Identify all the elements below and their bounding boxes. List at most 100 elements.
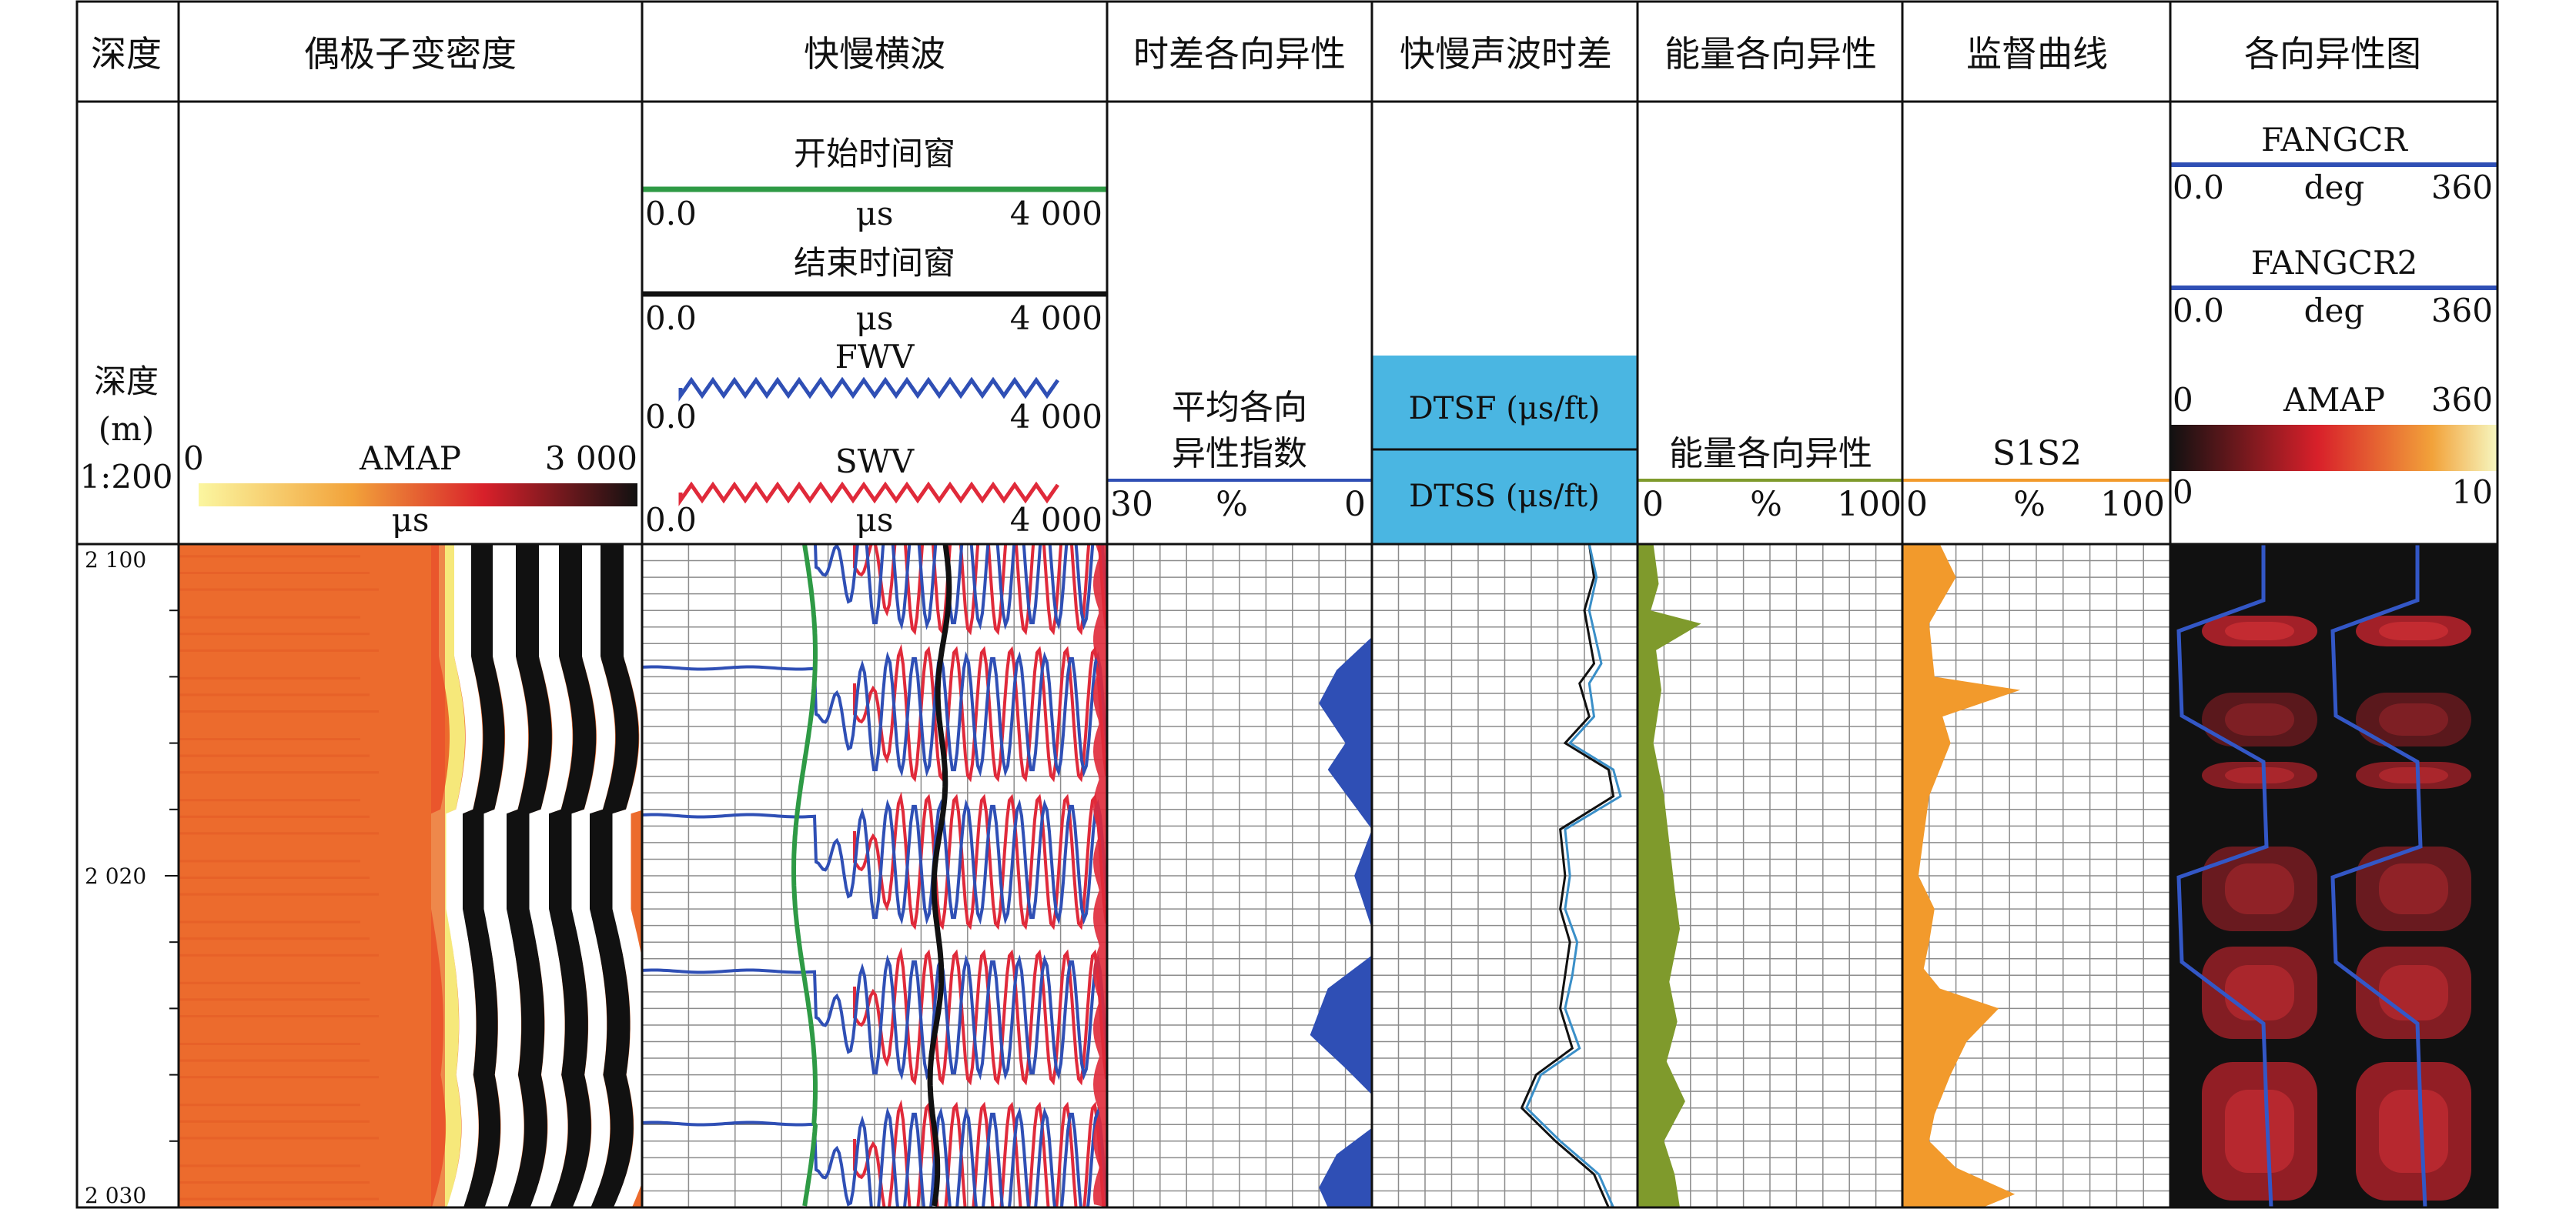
dipole-streak: [179, 1076, 379, 1079]
fwv-waveform: [642, 1107, 1107, 1208]
map-blob-core: [2225, 1090, 2294, 1173]
map-blob-core: [2225, 965, 2294, 1020]
shear-waveforms: [642, 544, 1107, 1208]
map-blob: [2356, 762, 2471, 789]
map-blob: [2356, 847, 2471, 931]
dipole-streak: [179, 860, 360, 863]
dipole-min: 0: [183, 439, 204, 477]
fangcr-curve: [2176, 544, 2273, 1208]
fangcr2-name: FANGCR2: [2251, 244, 2418, 282]
header-monitor: 监督曲线: [1966, 33, 2108, 75]
swv-edge-fill: [1093, 544, 1107, 1207]
depth-axis: 2 100 2 020 2 030: [85, 543, 179, 1208]
energy-fill: [1638, 544, 1701, 1207]
frame: [75, 0, 2499, 1209]
time-aniso-min: 30: [1110, 485, 1153, 524]
shear-start-unit: μs: [856, 195, 894, 232]
aniso-map-image: [2170, 544, 2497, 1208]
shear-start-max: 4 000: [1010, 195, 1102, 232]
map-blob-core: [2379, 703, 2448, 736]
map-blob: [2202, 1062, 2317, 1201]
shear-end-min: 0.0: [645, 299, 697, 337]
map-blob-core: [2225, 703, 2294, 736]
energy-unit: %: [1750, 485, 1782, 524]
time-aniso-name-1: 平均各向: [1172, 388, 1307, 427]
dipole-streak: [179, 1043, 360, 1045]
dtss-label: DTSS (μs/ft): [1409, 479, 1600, 514]
dipole-streak: [179, 1120, 370, 1123]
dipole-streak: [179, 588, 379, 591]
shear-fwv-name: FWV: [835, 338, 915, 376]
dtss-curve: [1524, 543, 1622, 1208]
fwv-waveform: [642, 651, 1107, 777]
monitor-grid: [1902, 544, 2170, 1207]
header-energy: 能量各向异性: [1664, 33, 1877, 75]
fangcr-max: 360: [2431, 169, 2493, 206]
time-aniso-grid: [1107, 544, 1372, 1207]
energy-legend: 能量各向异性 0 % 100: [1638, 434, 1902, 524]
header-time-aniso: 时差各向异性: [1133, 33, 1346, 75]
dipole-edge: [431, 544, 445, 1207]
header-depth: 深度: [91, 33, 162, 75]
slowness-legend: DTSF (μs/ft) DTSS (μs/ft): [1372, 356, 1638, 544]
dipole-streak: [179, 754, 370, 757]
dipole-streak: [179, 1104, 360, 1107]
fangcr2-curve: [2330, 544, 2427, 1208]
map-blob: [2356, 1062, 2471, 1201]
dipole-streak: [179, 1137, 379, 1140]
map-blob-core: [2379, 1090, 2448, 1173]
depth-unit: (m): [99, 410, 155, 448]
fangcr-unit: deg: [2304, 169, 2365, 206]
dipole-streak: [179, 633, 370, 636]
map-blob: [2202, 947, 2317, 1039]
fwv-waveform: [642, 799, 1107, 925]
dipole-streak: [179, 954, 379, 957]
dipole-band: [507, 544, 552, 1207]
dipole-streak: [179, 649, 379, 652]
dipole-max: 3 000: [545, 439, 637, 477]
fwv-waveform: [642, 954, 1107, 1080]
dipole-streak: [179, 1181, 370, 1184]
fangcr-name: FANGCR: [2261, 121, 2408, 159]
end-window-curve: [927, 544, 952, 1207]
header-slowness: 快慢声波时差: [1400, 33, 1612, 75]
dipole-colorbar: [199, 483, 637, 506]
fangcr-min: 0.0: [2173, 169, 2224, 206]
dipole-streak: [179, 893, 379, 896]
fwv-waveform: [813, 544, 1107, 630]
dipole-streak: [179, 1164, 360, 1167]
map-blob-core: [2225, 767, 2294, 783]
header-aniso-map: 各向异性图: [2244, 33, 2421, 75]
shear-end-name: 结束时间窗: [794, 244, 955, 282]
energy-grid: [1638, 544, 1902, 1207]
depth-scale: 1:200: [79, 458, 172, 496]
dipole-unit: μs: [392, 501, 430, 539]
dtsf-label: DTSF (μs/ft): [1409, 391, 1601, 426]
monitor-name: S1S2: [1992, 434, 2082, 473]
shear-swv-unit: μs: [856, 501, 894, 539]
shear-end-max: 4 000: [1010, 299, 1102, 337]
shear-swv-name: SWV: [835, 443, 915, 480]
dipole-streak: [179, 555, 360, 558]
shear-swv-min: 0.0: [645, 501, 697, 539]
shear-start-min: 0.0: [645, 195, 697, 232]
dipole-vdl: [179, 544, 642, 1207]
fangcr2-max: 360: [2431, 292, 2493, 329]
map-blob: [2202, 762, 2317, 789]
map-blob-core: [2379, 863, 2448, 914]
dipole-streak: [179, 815, 370, 818]
amap-max: 360: [2431, 381, 2493, 419]
dipole-band: [590, 544, 639, 1207]
dipole-band: [549, 544, 597, 1207]
shear-fwv-min: 0.0: [645, 398, 697, 436]
amap-min: 0: [2173, 381, 2193, 419]
depth-label: 深度: [94, 362, 159, 400]
dipole-band: [483, 544, 529, 1207]
amap-low: 0: [2173, 473, 2193, 511]
dipole-streak: [179, 799, 360, 802]
shear-end-unit: μs: [856, 299, 894, 337]
shear-fwv-max: 4 000: [1010, 398, 1102, 436]
dipole-band: [571, 544, 615, 1207]
shear-start-name: 开始时间窗: [794, 135, 955, 172]
